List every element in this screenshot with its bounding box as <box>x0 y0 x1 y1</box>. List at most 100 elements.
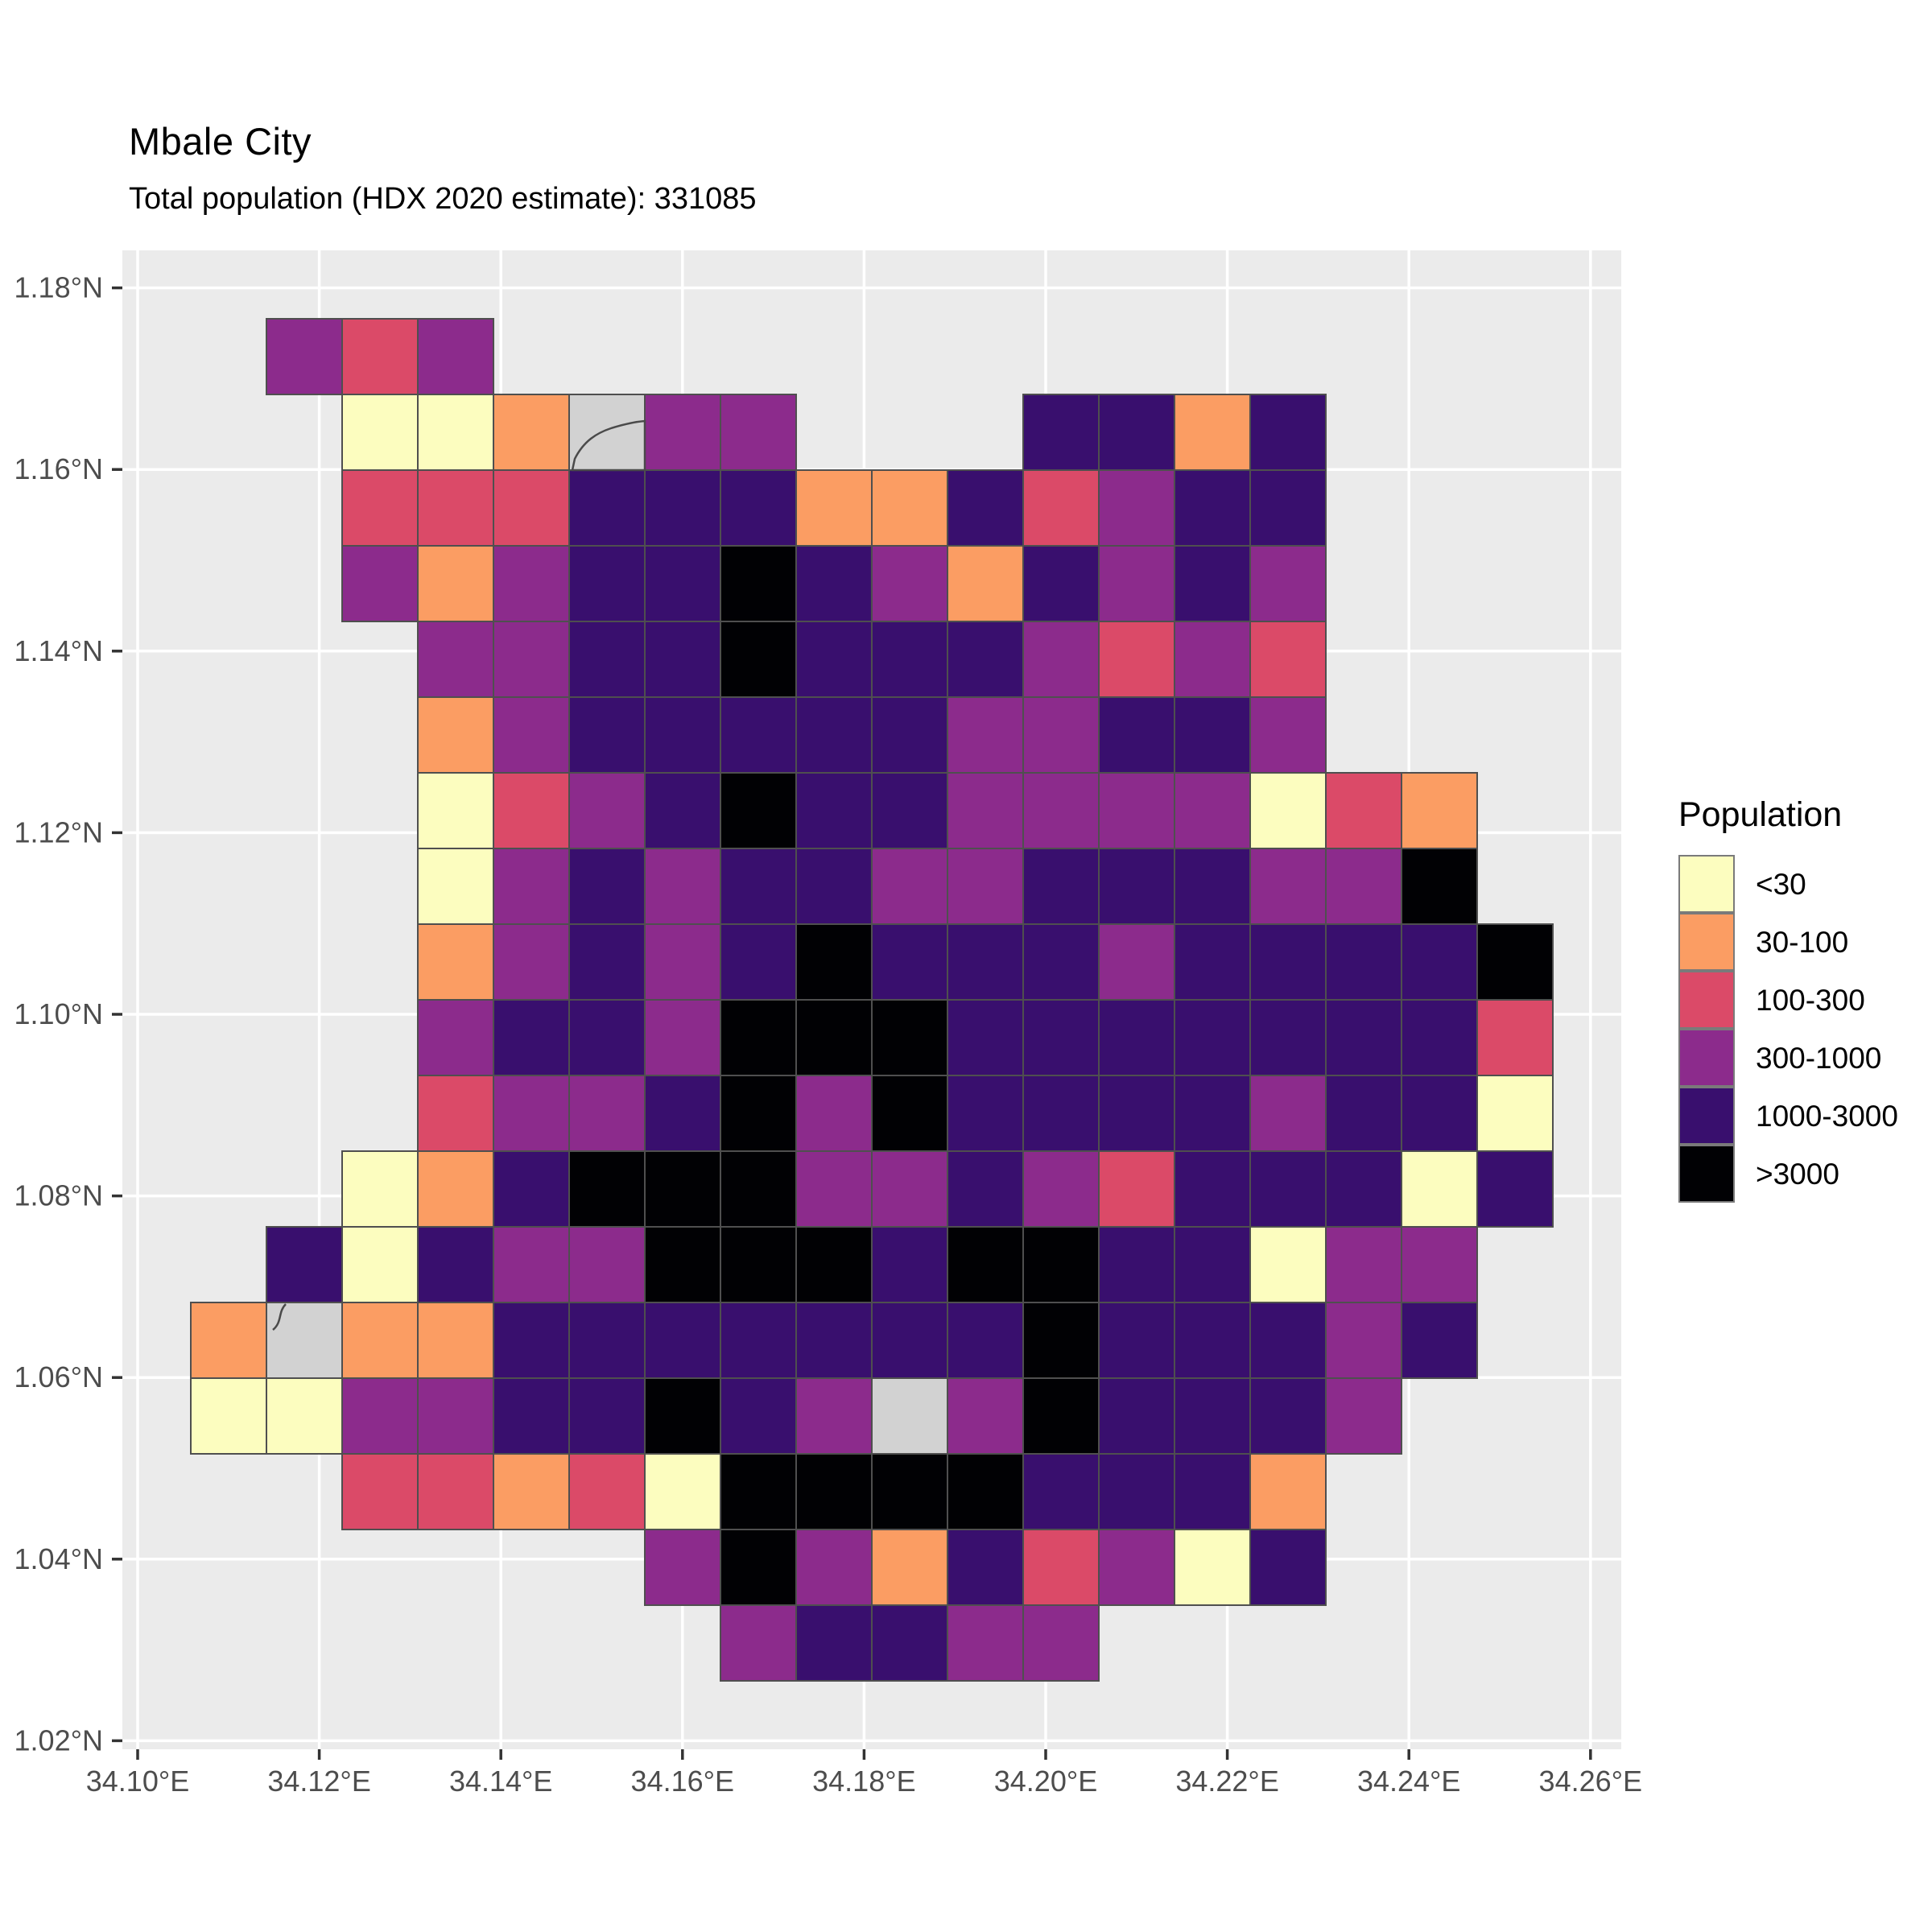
grid-cell <box>341 1453 419 1530</box>
legend-label: 1000-3000 <box>1756 1100 1898 1133</box>
legend-swatch <box>1678 1145 1735 1203</box>
grid-cell <box>1401 923 1478 1001</box>
grid-cell <box>720 621 797 698</box>
grid-cell <box>644 1529 721 1606</box>
grid-cell <box>947 1150 1024 1228</box>
y-tick-label: 1.16°N <box>14 452 103 485</box>
grid-cell <box>493 696 570 774</box>
grid-cell <box>720 394 797 471</box>
y-tick-label: 1.12°N <box>14 815 103 848</box>
grid-cell <box>493 999 570 1076</box>
grid-cell <box>1098 469 1175 547</box>
grid-cell <box>417 545 494 622</box>
grid-cell <box>190 1302 267 1379</box>
grid-cell <box>644 696 721 774</box>
x-tick-label: 34.12°E <box>267 1765 371 1798</box>
grid-cell <box>568 1075 646 1152</box>
legend-items: <30 30-100 100-300 300-1000 1000-3000 >3000 <box>1678 855 1920 1203</box>
grid-cell <box>871 1150 948 1228</box>
grid-cell <box>871 848 948 925</box>
grid-cell <box>1401 1302 1478 1379</box>
grid-cell <box>871 1075 948 1152</box>
legend-title: Population <box>1678 795 1843 834</box>
grid-cell <box>947 848 1024 925</box>
grid-cell <box>1174 999 1251 1076</box>
grid-cell <box>493 1377 570 1455</box>
grid-cell <box>1022 923 1100 1001</box>
grid-cell <box>417 1150 494 1228</box>
grid-cell <box>568 469 646 547</box>
grid-cell <box>1325 772 1402 849</box>
grid-cell <box>1022 772 1100 849</box>
grid-cell <box>947 1377 1024 1455</box>
grid-cell <box>1325 1377 1402 1455</box>
grid-cell <box>417 394 494 471</box>
grid-cell <box>947 696 1024 774</box>
grid-cell <box>947 1302 1024 1379</box>
grid-cell <box>644 621 721 698</box>
grid-cell <box>493 923 570 1001</box>
grid-cell <box>644 1302 721 1379</box>
grid-cell <box>1249 1302 1327 1379</box>
grid-cell <box>1174 621 1251 698</box>
grid-cell <box>1249 1377 1327 1455</box>
legend-item: >3000 <box>1678 1145 1920 1203</box>
grid-cell <box>795 1453 873 1530</box>
y-tick-label: 1.10°N <box>14 997 103 1030</box>
grid-cell <box>947 772 1024 849</box>
grid-cell <box>1098 1453 1175 1530</box>
chart-title: Mbale City <box>129 120 312 163</box>
grid-cell <box>795 621 873 698</box>
coastline-blob <box>571 419 646 472</box>
grid-cell <box>871 1453 948 1530</box>
grid-cell <box>644 1377 721 1455</box>
grid-cell <box>871 621 948 698</box>
grid-cell-nodata <box>266 1302 343 1379</box>
grid-cell <box>871 1226 948 1303</box>
grid-cell <box>1022 1529 1100 1606</box>
grid-cell <box>1022 1075 1100 1152</box>
y-tick-label: 1.08°N <box>14 1179 103 1212</box>
grid-cell <box>1174 1302 1251 1379</box>
grid-cell <box>947 469 1024 547</box>
grid-cell <box>568 1377 646 1455</box>
grid-cell <box>947 545 1024 622</box>
grid-cell <box>947 1226 1024 1303</box>
grid-cell <box>1249 772 1327 849</box>
grid-cell <box>1174 848 1251 925</box>
grid-cell <box>1098 1226 1175 1303</box>
grid-cell <box>720 1377 797 1455</box>
x-tick-label: 34.16°E <box>631 1765 735 1798</box>
grid-cell <box>1022 1226 1100 1303</box>
legend-item: <30 <box>1678 855 1920 914</box>
grid-cell <box>341 1226 419 1303</box>
legend-swatch <box>1678 913 1735 971</box>
grid-cell <box>795 1302 873 1379</box>
grid-cell <box>341 545 419 622</box>
chart-subtitle: Total population (HDX 2020 estimate): 33… <box>129 182 757 216</box>
legend-label: 300-1000 <box>1756 1042 1882 1075</box>
grid-cell <box>1249 848 1327 925</box>
grid-cell <box>1098 1529 1175 1606</box>
grid-cell <box>720 1453 797 1530</box>
grid-cell <box>871 772 948 849</box>
legend-label: >3000 <box>1756 1158 1839 1191</box>
grid-cell <box>493 1453 570 1530</box>
legend-item: 100-300 <box>1678 971 1920 1030</box>
grid-cell <box>644 545 721 622</box>
legend: Population <30 30-100 100-300 300-1000 1000-… <box>1678 795 1920 1203</box>
grid-cell <box>417 469 494 547</box>
grid-cell <box>1098 1377 1175 1455</box>
grid-cell <box>720 772 797 849</box>
grid-cell <box>1098 1075 1175 1152</box>
grid-cell <box>1325 1075 1402 1152</box>
grid-cell <box>871 545 948 622</box>
legend-item: 300-1000 <box>1678 1029 1920 1088</box>
grid-cell <box>1022 469 1100 547</box>
grid-cell <box>1174 696 1251 774</box>
grid-cell <box>644 1150 721 1228</box>
grid-cell <box>568 696 646 774</box>
grid-cell <box>1022 545 1100 622</box>
grid-cell <box>947 1529 1024 1606</box>
grid-cell <box>1022 696 1100 774</box>
